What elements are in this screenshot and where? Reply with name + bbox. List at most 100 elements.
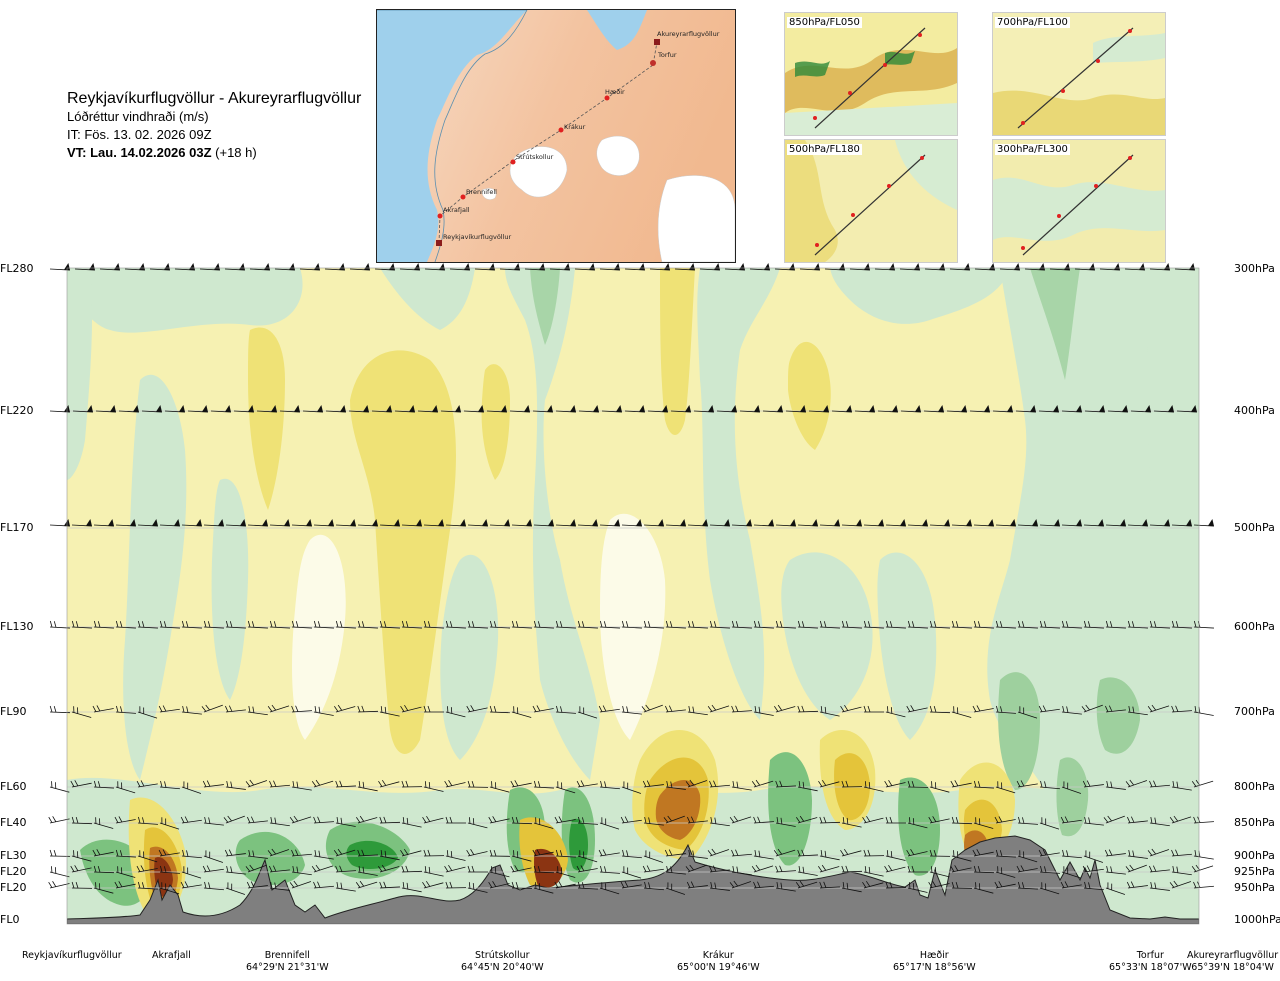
wind-barb: [224, 262, 245, 271]
wind-barb: [951, 518, 972, 527]
wind-barb: [775, 865, 796, 873]
wind-barb: [466, 849, 488, 857]
wind-barb: [1171, 705, 1192, 713]
pressure-level-label: 500hPa: [1234, 521, 1275, 534]
wind-barb: [93, 882, 114, 894]
wind-barb: [199, 262, 220, 271]
wind-barb: [598, 705, 620, 713]
wind-barb: [225, 518, 246, 527]
wind-barb: [753, 850, 774, 860]
wind-barb: [928, 816, 950, 824]
wind-barb: [1149, 620, 1170, 629]
wind-barb: [819, 518, 840, 527]
wind-barb: [335, 780, 356, 788]
wind-barb: [511, 706, 532, 718]
x-label-krakur: Krákur 65°00'N 19°46'W: [677, 950, 760, 974]
wind-barb: [1105, 882, 1126, 895]
wind-barb: [401, 780, 423, 788]
wind-barb: [724, 262, 745, 271]
x-label-coord: 64°45'N 20°40'W: [461, 962, 544, 973]
route-map: Akureyrarflugvöllur Torfur Hæðir Krákur …: [376, 9, 736, 263]
x-label-akureyri: Akureyrarflugvöllur 65°39'N 18°04'W: [1187, 950, 1278, 974]
wind-barb: [467, 620, 488, 629]
wind-barb: [256, 404, 277, 413]
wind-barb: [225, 780, 246, 790]
downdraft-area: [211, 478, 249, 700]
wind-barb: [137, 620, 158, 629]
wind-barb: [1024, 262, 1045, 271]
wind-barb: [1127, 518, 1148, 527]
wind-barb: [489, 620, 510, 629]
route-title: Reykjavíkurflugvöllur - Akureyrarflugvöl…: [67, 90, 362, 107]
wind-barb: [951, 881, 973, 889]
wind-barb: [1038, 404, 1059, 413]
x-label-akrafjall: Akrafjall: [152, 950, 191, 962]
wind-barb: [555, 404, 576, 413]
wind-barb: [137, 850, 158, 863]
wind-barb: [775, 518, 796, 527]
wind-barb: [247, 849, 268, 859]
wind-barb: [773, 848, 796, 857]
vertical-velocity-field: [67, 268, 1199, 924]
wind-barb: [665, 518, 686, 527]
wind-barb: [749, 262, 770, 271]
wind-barb: [115, 849, 136, 858]
upper-field-shading: [67, 268, 1199, 924]
wind-barb: [599, 620, 620, 629]
wind-barb: [994, 816, 1016, 824]
wind-barb: [291, 849, 312, 857]
wind-barb: [739, 404, 760, 413]
waypoint-marker: [558, 127, 564, 133]
wind-barbs: [48, 262, 1214, 895]
wind-barb: [269, 865, 290, 873]
plot-frame: [66, 267, 1200, 925]
terrain-profile: [67, 835, 1199, 924]
wind-barb: [449, 262, 470, 271]
wind-barb: [313, 816, 334, 824]
wind-barb: [620, 881, 642, 889]
downdraft-area: [80, 839, 151, 906]
wind-barb: [693, 404, 714, 413]
wind-barb: [731, 518, 752, 527]
wind-barb: [422, 815, 444, 824]
wind-barb: [665, 865, 686, 875]
wind-barb: [225, 620, 246, 629]
wind-barb: [972, 705, 994, 713]
wind-barb: [995, 866, 1016, 878]
wind-barb: [334, 704, 356, 713]
wind-barb: [797, 849, 818, 857]
wind-barb: [511, 518, 532, 527]
level-map-500: 500hPa/FL180: [784, 139, 958, 263]
flight-level-label: FL0: [0, 913, 20, 926]
wind-barb: [158, 849, 180, 857]
wind-barb: [511, 850, 532, 862]
wind-barb: [291, 781, 312, 791]
wind-barb: [863, 705, 884, 713]
wind-barb: [1060, 816, 1082, 824]
wind-barb: [973, 882, 994, 894]
wind-barb: [624, 262, 645, 271]
valid-time-bold: VT: Lau. 14.02.2026 03Z: [67, 145, 212, 160]
wind-barb: [555, 781, 576, 794]
wind-barb: [533, 865, 555, 874]
wind-barb: [774, 704, 796, 713]
wind-barb: [577, 620, 598, 629]
wind-barb: [670, 404, 691, 413]
level-map-700: 700hPa/FL100: [992, 12, 1166, 136]
wind-barb: [467, 518, 488, 527]
wind-barb: [907, 817, 928, 829]
x-label-name: Hæðir: [919, 950, 949, 961]
wind-barb: [1130, 404, 1151, 413]
wind-barb: [687, 816, 708, 824]
level-map-label: 300hPa/FL300: [995, 144, 1070, 155]
wind-barb: [202, 865, 224, 873]
wind-barb: [995, 781, 1016, 794]
wind-barb: [775, 882, 796, 892]
wind-barb: [49, 404, 70, 413]
level-map-850-canvas: [785, 13, 957, 135]
wind-barb: [95, 404, 116, 413]
x-label-coord: 65°39'N 18°04'W: [1191, 962, 1274, 973]
wind-barb: [467, 817, 488, 829]
wind-barb: [621, 849, 642, 859]
level-map-700-canvas: [993, 13, 1165, 135]
